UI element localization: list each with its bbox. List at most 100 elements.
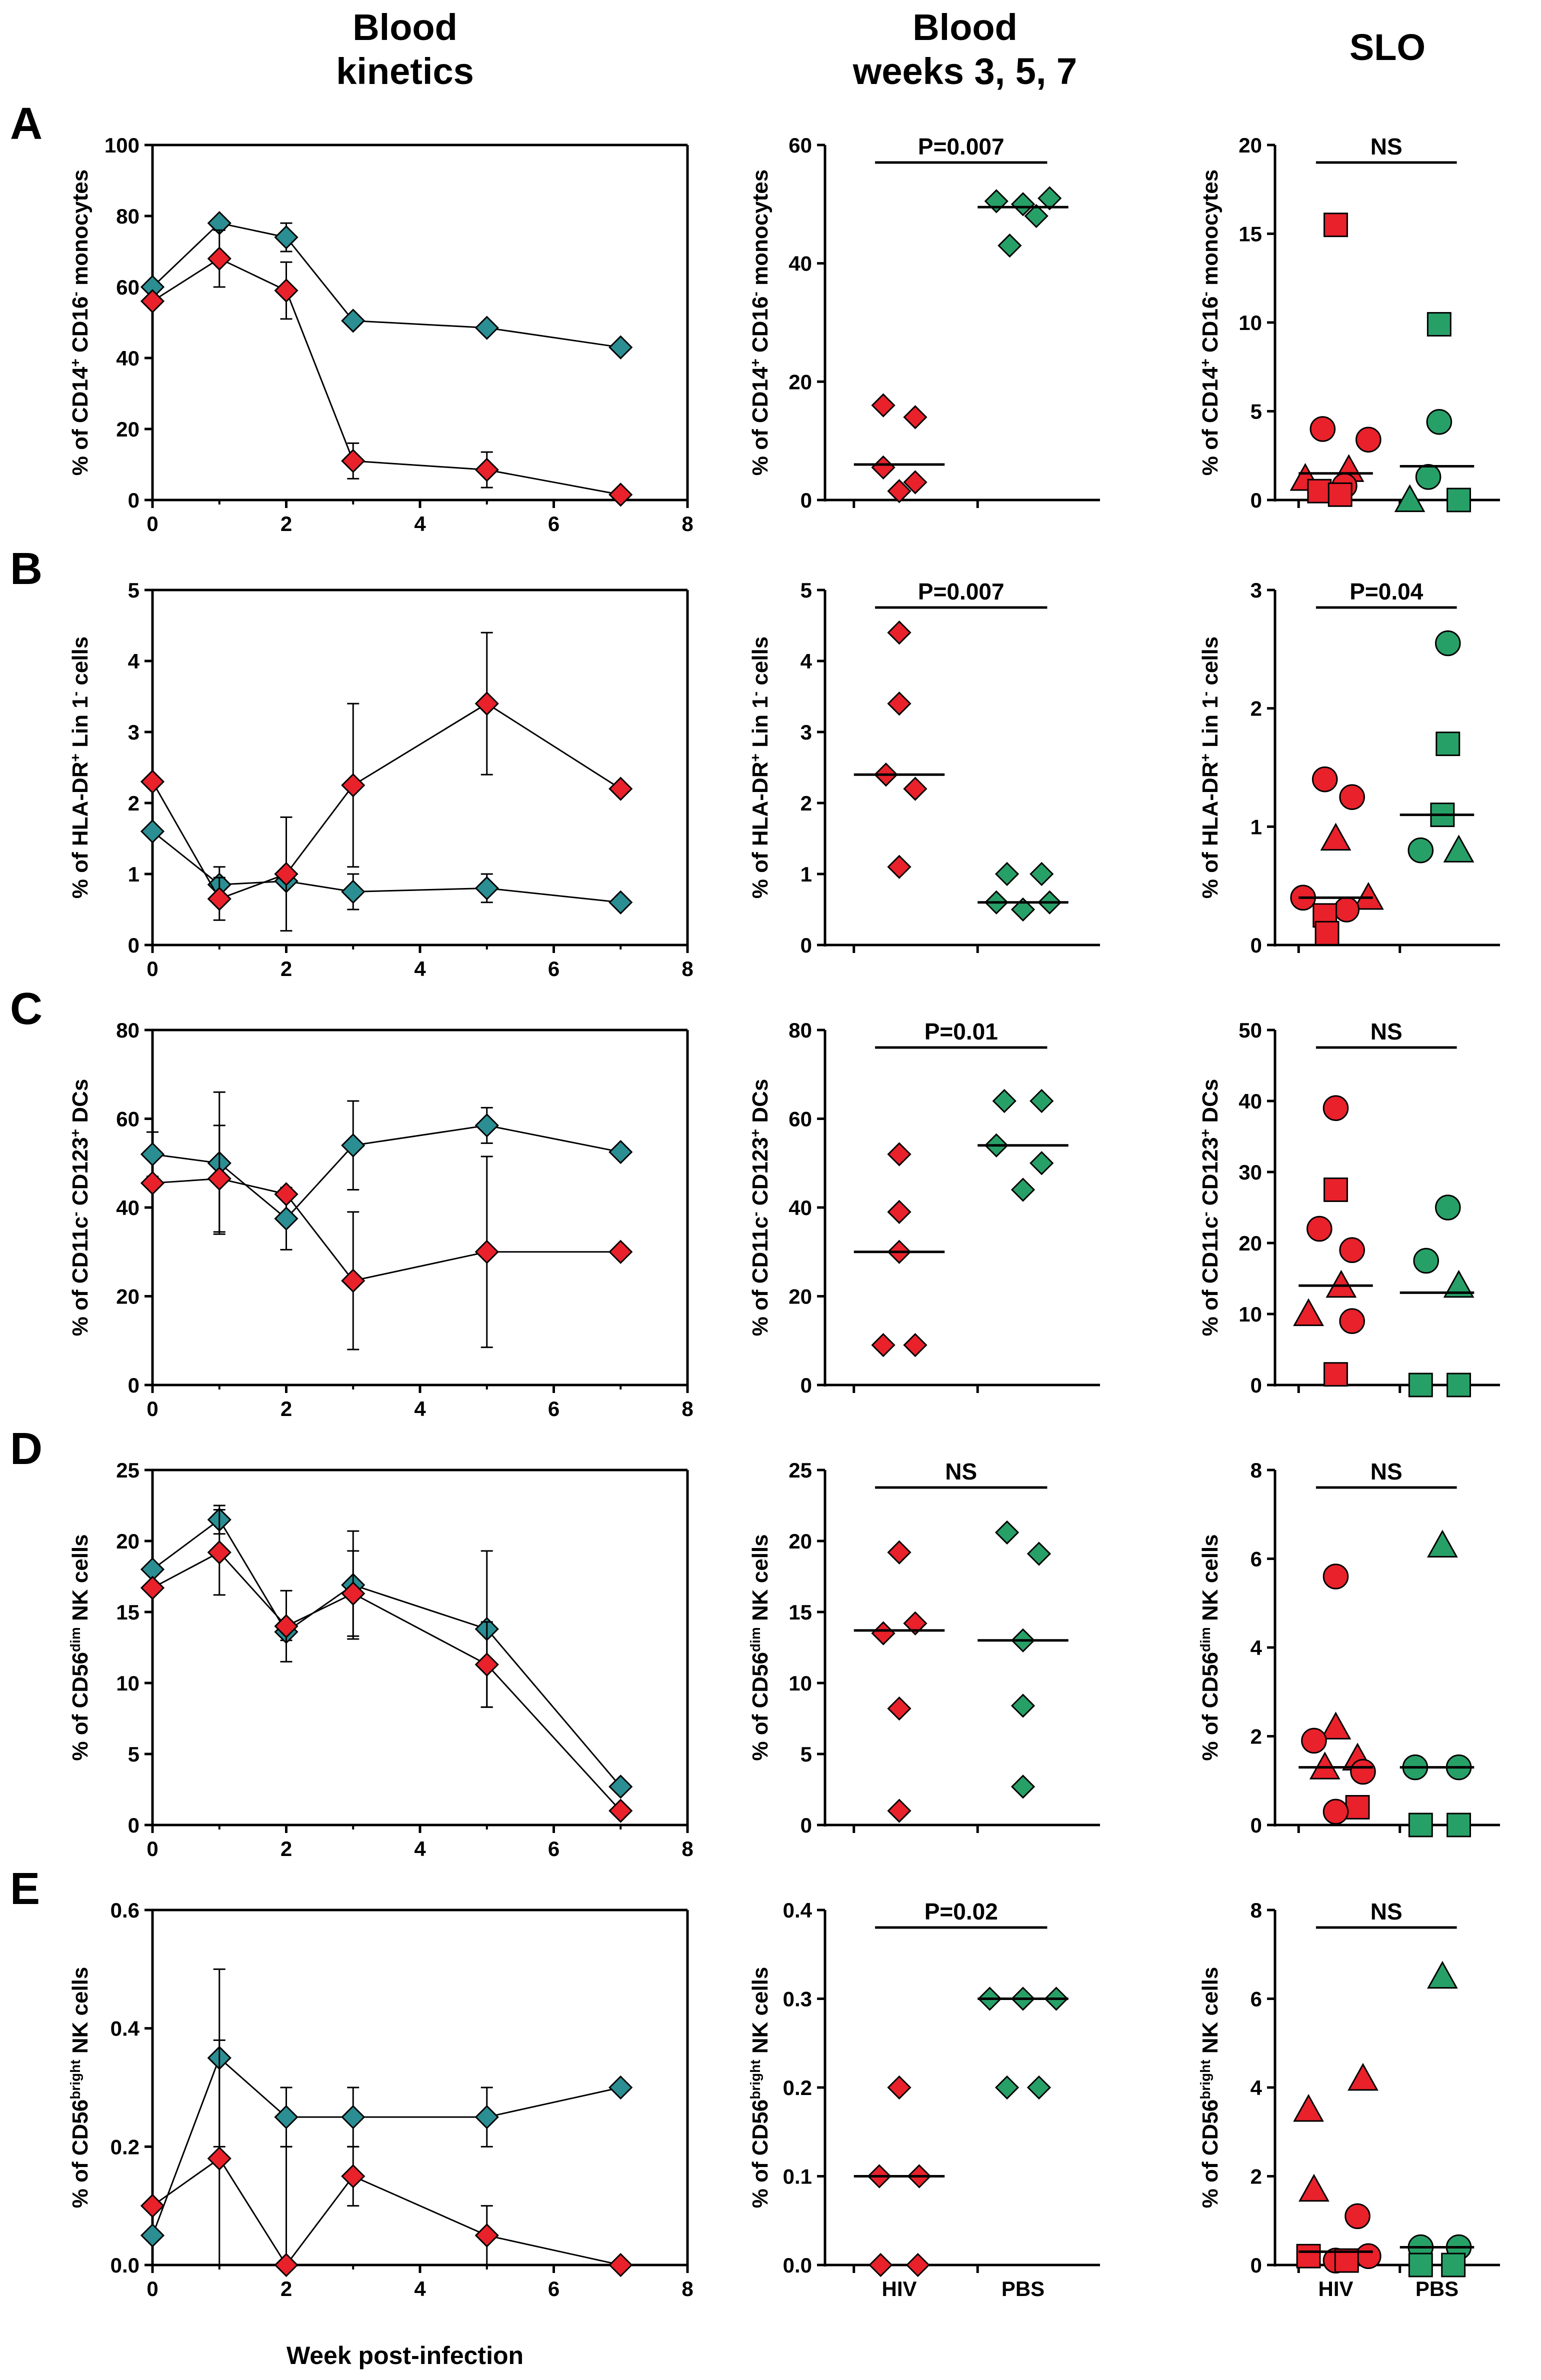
group-label: HIV bbox=[1318, 2277, 1353, 2300]
y-axis-label: % of CD56dim NK cells bbox=[748, 1534, 773, 1760]
significance-label: P=0.01 bbox=[924, 1018, 998, 1044]
y-label-part: + bbox=[1198, 754, 1213, 762]
series-hiv bbox=[140, 632, 633, 932]
panel-D-1: 0 5 10 15 20 25 % of CD56dim NK cells NS bbox=[748, 1458, 1100, 1837]
y-label-part: + bbox=[68, 358, 83, 366]
data-point-diamond bbox=[1010, 897, 1036, 922]
y-label-part: DCs bbox=[1198, 1079, 1222, 1129]
y-label-part: % of CD11c bbox=[1198, 1216, 1222, 1336]
series-hiv bbox=[140, 1509, 633, 1823]
data-point bbox=[207, 886, 232, 911]
data-point bbox=[274, 2252, 298, 2278]
series-line bbox=[152, 2157, 621, 2266]
data-point bbox=[608, 1798, 633, 1823]
significance-label: NS bbox=[1370, 1018, 1402, 1044]
data-point-circle bbox=[1426, 409, 1452, 435]
y-tick-label: 1 bbox=[800, 862, 812, 886]
panel-B-2: 0 1 2 3 % of HLA-DR+ Lin 1- cells P=0.04 bbox=[1198, 578, 1500, 957]
x-tick-label: 6 bbox=[548, 2277, 560, 2300]
data-point-square bbox=[1408, 1812, 1433, 1838]
data-point-diamond bbox=[1038, 186, 1062, 210]
y-axis-label: % of CD14+ CD16- monocytes bbox=[68, 170, 93, 476]
data-point-circle bbox=[1434, 630, 1461, 656]
significance-label: P=0.02 bbox=[924, 1898, 998, 1924]
y-tick-label: 8 bbox=[1250, 1898, 1262, 1922]
x-tick-label: 0 bbox=[146, 512, 158, 536]
data-point-triangle bbox=[1320, 822, 1352, 851]
data-point bbox=[341, 773, 366, 798]
y-label-part: dim bbox=[1198, 1627, 1213, 1652]
data-point-circle bbox=[1339, 784, 1365, 810]
y-tick-label: 4 bbox=[1250, 1636, 1262, 1660]
row-label-A: A bbox=[10, 99, 42, 149]
y-label-part: DCs bbox=[68, 1079, 92, 1129]
panel-E-2: 0 2 4 6 8 % of CD56bright NK cells HIV PBS NS bbox=[1198, 1898, 1500, 2300]
y-tick-label: 2 bbox=[1250, 2165, 1262, 2188]
data-point bbox=[140, 2194, 165, 2218]
y-label-part: NK cells bbox=[748, 1967, 772, 2060]
y-tick-label: 3 bbox=[1250, 578, 1262, 602]
series-line bbox=[152, 1551, 622, 1812]
data-point bbox=[140, 289, 165, 314]
series-hiv bbox=[140, 1124, 633, 1350]
data-point-diamond bbox=[1010, 192, 1036, 216]
y-tick-label: 0 bbox=[800, 1814, 812, 1837]
y-label-part: CD123 bbox=[68, 1137, 92, 1212]
y-label-part: bright bbox=[1198, 2060, 1213, 2099]
data-point-square bbox=[1446, 1812, 1472, 1838]
y-axis-label: % of CD56bright NK cells bbox=[748, 1967, 773, 2208]
data-point-diamond bbox=[887, 1142, 912, 1166]
y-label-part: - bbox=[748, 292, 763, 296]
data-point bbox=[608, 2075, 633, 2100]
y-label-part: Lin 1 bbox=[748, 696, 772, 754]
data-point-square bbox=[1426, 312, 1452, 336]
data-point-triangle bbox=[1426, 1960, 1458, 1989]
y-tick-label: 2 bbox=[1250, 697, 1262, 720]
y-label-part: % of HLA-DR bbox=[748, 762, 772, 898]
y-tick-label: 0.6 bbox=[110, 1898, 140, 1922]
data-point-circle bbox=[1301, 1728, 1327, 1754]
data-point-diamond bbox=[887, 2075, 912, 2100]
data-point bbox=[608, 482, 633, 507]
y-tick-label: 100 bbox=[104, 134, 140, 157]
y-tick-label: 3 bbox=[128, 720, 140, 744]
y-label-part: % of CD56 bbox=[68, 1652, 92, 1761]
data-point-diamond bbox=[887, 854, 912, 879]
data-point bbox=[140, 770, 165, 794]
column-header-0-line-0: Blood bbox=[352, 6, 458, 48]
data-point-diamond bbox=[1010, 1694, 1036, 1718]
x-tick-label: 8 bbox=[682, 2277, 693, 2300]
data-point-square bbox=[1345, 1795, 1370, 1820]
y-tick-label: 0 bbox=[800, 488, 812, 512]
y-tick-label: 30 bbox=[1238, 1160, 1262, 1184]
data-point bbox=[207, 2146, 232, 2171]
x-tick-label: 0 bbox=[146, 957, 158, 980]
y-label-part: % of CD56 bbox=[748, 2100, 772, 2208]
y-label-part: - bbox=[68, 692, 83, 696]
data-point-square bbox=[1314, 920, 1340, 946]
data-point-circle bbox=[1322, 1798, 1349, 1825]
y-tick-label: 0.2 bbox=[783, 2076, 812, 2100]
y-label-part: % of CD56 bbox=[748, 1652, 772, 1761]
panel-D-2: 0 2 4 6 8 % of CD56dim NK cells NS bbox=[1198, 1458, 1500, 1838]
group-hiv bbox=[1290, 212, 1382, 508]
data-point bbox=[474, 458, 499, 482]
series-line bbox=[152, 2056, 621, 2236]
y-tick-label: 20 bbox=[116, 1285, 140, 1308]
y-tick-label: 0 bbox=[800, 1374, 812, 1397]
y-axis-label: % of CD56bright NK cells bbox=[68, 1967, 93, 2208]
data-point bbox=[474, 1652, 499, 1677]
y-label-part: NK cells bbox=[1198, 1967, 1222, 2060]
x-tick-label: 2 bbox=[280, 1837, 292, 1860]
y-tick-label: 4 bbox=[128, 650, 140, 673]
data-point-diamond bbox=[992, 1088, 1016, 1114]
data-point-diamond bbox=[887, 1540, 912, 1564]
data-point-diamond bbox=[1030, 1088, 1054, 1114]
panel-B-0: 0 1 2 3 4 5 % of HLA-DR+ Lin 1- cells 0 2 4 6 8 bbox=[68, 578, 694, 980]
data-point bbox=[274, 1614, 298, 1638]
data-point-diamond bbox=[887, 620, 912, 645]
y-tick-label: 40 bbox=[1238, 1090, 1262, 1113]
y-label-part: Lin 1 bbox=[68, 696, 92, 754]
y-axis-label: % of CD56bright NK cells bbox=[1198, 1967, 1223, 2208]
